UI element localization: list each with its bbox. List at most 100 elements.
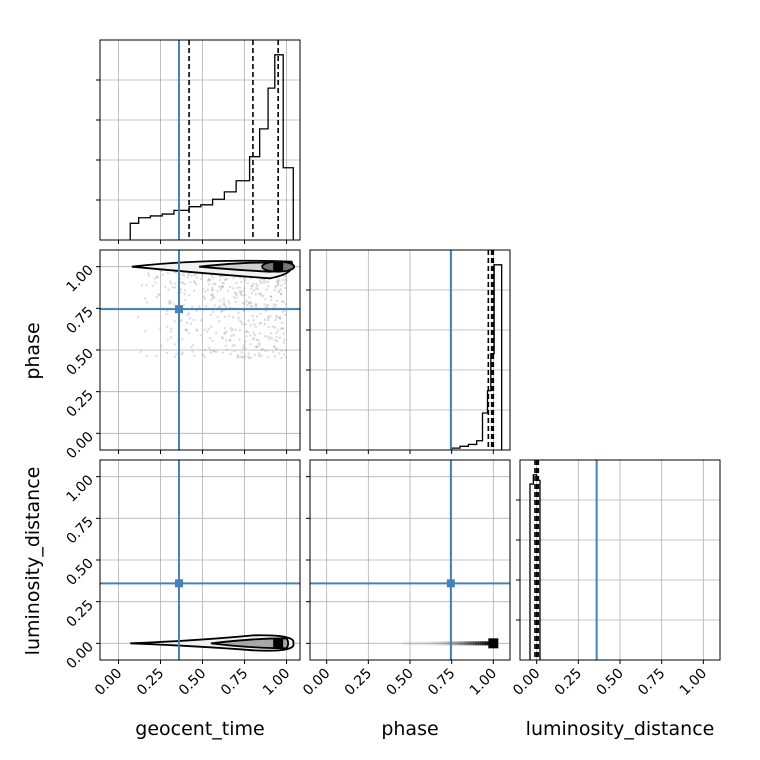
scatter-point [223, 327, 227, 330]
scatter-point [203, 297, 207, 301]
panel-phase-vs-phase [306, 249, 511, 454]
scatter-point [263, 349, 267, 353]
scatter-point [269, 332, 273, 335]
scatter-point [205, 330, 209, 333]
scatter-point [273, 355, 277, 358]
x-tick-label: 0.50 [593, 666, 626, 699]
scatter-point [259, 292, 262, 295]
scatter-point [212, 276, 215, 280]
y-tick-label: 0.25 [63, 387, 96, 420]
scatter-point [222, 281, 225, 285]
scatter-point [279, 292, 283, 295]
density-strip [447, 641, 452, 646]
scatter-point [183, 274, 186, 277]
scatter-point [210, 325, 213, 328]
scatter-point [223, 315, 227, 319]
y-tick-label: 0.75 [63, 514, 96, 547]
scatter-point [254, 286, 258, 290]
scatter-point [284, 302, 288, 306]
density-strip [463, 641, 468, 646]
scatter-point [225, 277, 228, 281]
scatter-point [221, 284, 224, 288]
scatter-point [275, 335, 278, 339]
scatter-point [269, 336, 272, 339]
scatter-point [249, 304, 252, 308]
scatter-point [181, 281, 185, 285]
scatter-point [249, 342, 252, 346]
scatter-point [193, 281, 197, 284]
scatter-point [243, 355, 247, 358]
scatter-point [170, 282, 173, 285]
scatter-point [212, 282, 215, 285]
scatter-point [269, 295, 273, 299]
scatter-point [241, 294, 245, 297]
y-tick-label: 0.75 [63, 304, 96, 337]
scatter-point [211, 339, 214, 343]
scatter-point [283, 353, 286, 356]
scatter-point [210, 288, 214, 291]
scatter-point [207, 277, 211, 281]
scatter-point [283, 282, 287, 285]
density-strip [424, 641, 429, 646]
scatter-point [278, 315, 281, 319]
scatter-point [259, 312, 262, 315]
scatter-point [224, 305, 228, 308]
scatter-point [284, 279, 288, 282]
scatter-point [259, 281, 263, 285]
panel-geocent_time-vs-geocent_time [96, 39, 301, 244]
scatter-point [169, 330, 172, 333]
panel-content [100, 460, 300, 660]
scatter-point [221, 336, 225, 340]
scatter-point [186, 313, 190, 316]
scatter-point [247, 352, 250, 355]
density-strip [484, 641, 489, 646]
scatter-point [168, 302, 172, 305]
density-strip [458, 641, 464, 646]
density-strip [470, 641, 475, 646]
scatter-point [275, 339, 279, 343]
scatter-point [267, 314, 270, 318]
scatter-point [155, 295, 158, 299]
scatter-point [276, 281, 279, 285]
scatter-point [193, 273, 196, 277]
x-tick-label: 0.25 [134, 666, 167, 699]
scatter-point [232, 287, 235, 290]
density-strip [465, 641, 471, 646]
scatter-point [262, 278, 266, 282]
scatter-point [258, 322, 261, 325]
scatter-point [216, 290, 219, 293]
scatter-point [216, 315, 219, 319]
scatter-point [278, 279, 281, 283]
scatter-point [212, 350, 215, 353]
scatter-point [266, 280, 270, 284]
density-strip [445, 641, 450, 646]
scatter-point [278, 290, 281, 293]
scatter-point [228, 285, 232, 289]
scatter-point [173, 355, 177, 359]
scatter-point [253, 333, 257, 337]
scatter-point [144, 329, 147, 333]
scatter-point [248, 296, 251, 299]
y-tick-label: 0.50 [63, 556, 96, 589]
scatter-point [199, 319, 203, 322]
scatter-point [207, 328, 210, 331]
scatter-point [246, 304, 249, 307]
x-tick-label: 0.75 [635, 666, 668, 699]
scatter-point [269, 295, 273, 298]
scatter-point [192, 318, 195, 322]
scatter-point [277, 277, 280, 281]
scatter-point [242, 302, 246, 305]
scatter-point [154, 281, 157, 284]
scatter-point [183, 282, 187, 286]
density-peak [273, 638, 284, 649]
scatter-point [166, 271, 170, 275]
scatter-point [255, 315, 259, 318]
scatter-point [203, 328, 206, 331]
scatter-point [240, 323, 244, 326]
scatter-point [253, 323, 256, 326]
scatter-point [184, 289, 187, 292]
scatter-point [282, 341, 286, 344]
scatter-point [267, 337, 270, 341]
scatter-point [266, 316, 270, 320]
scatter-point [166, 338, 169, 341]
